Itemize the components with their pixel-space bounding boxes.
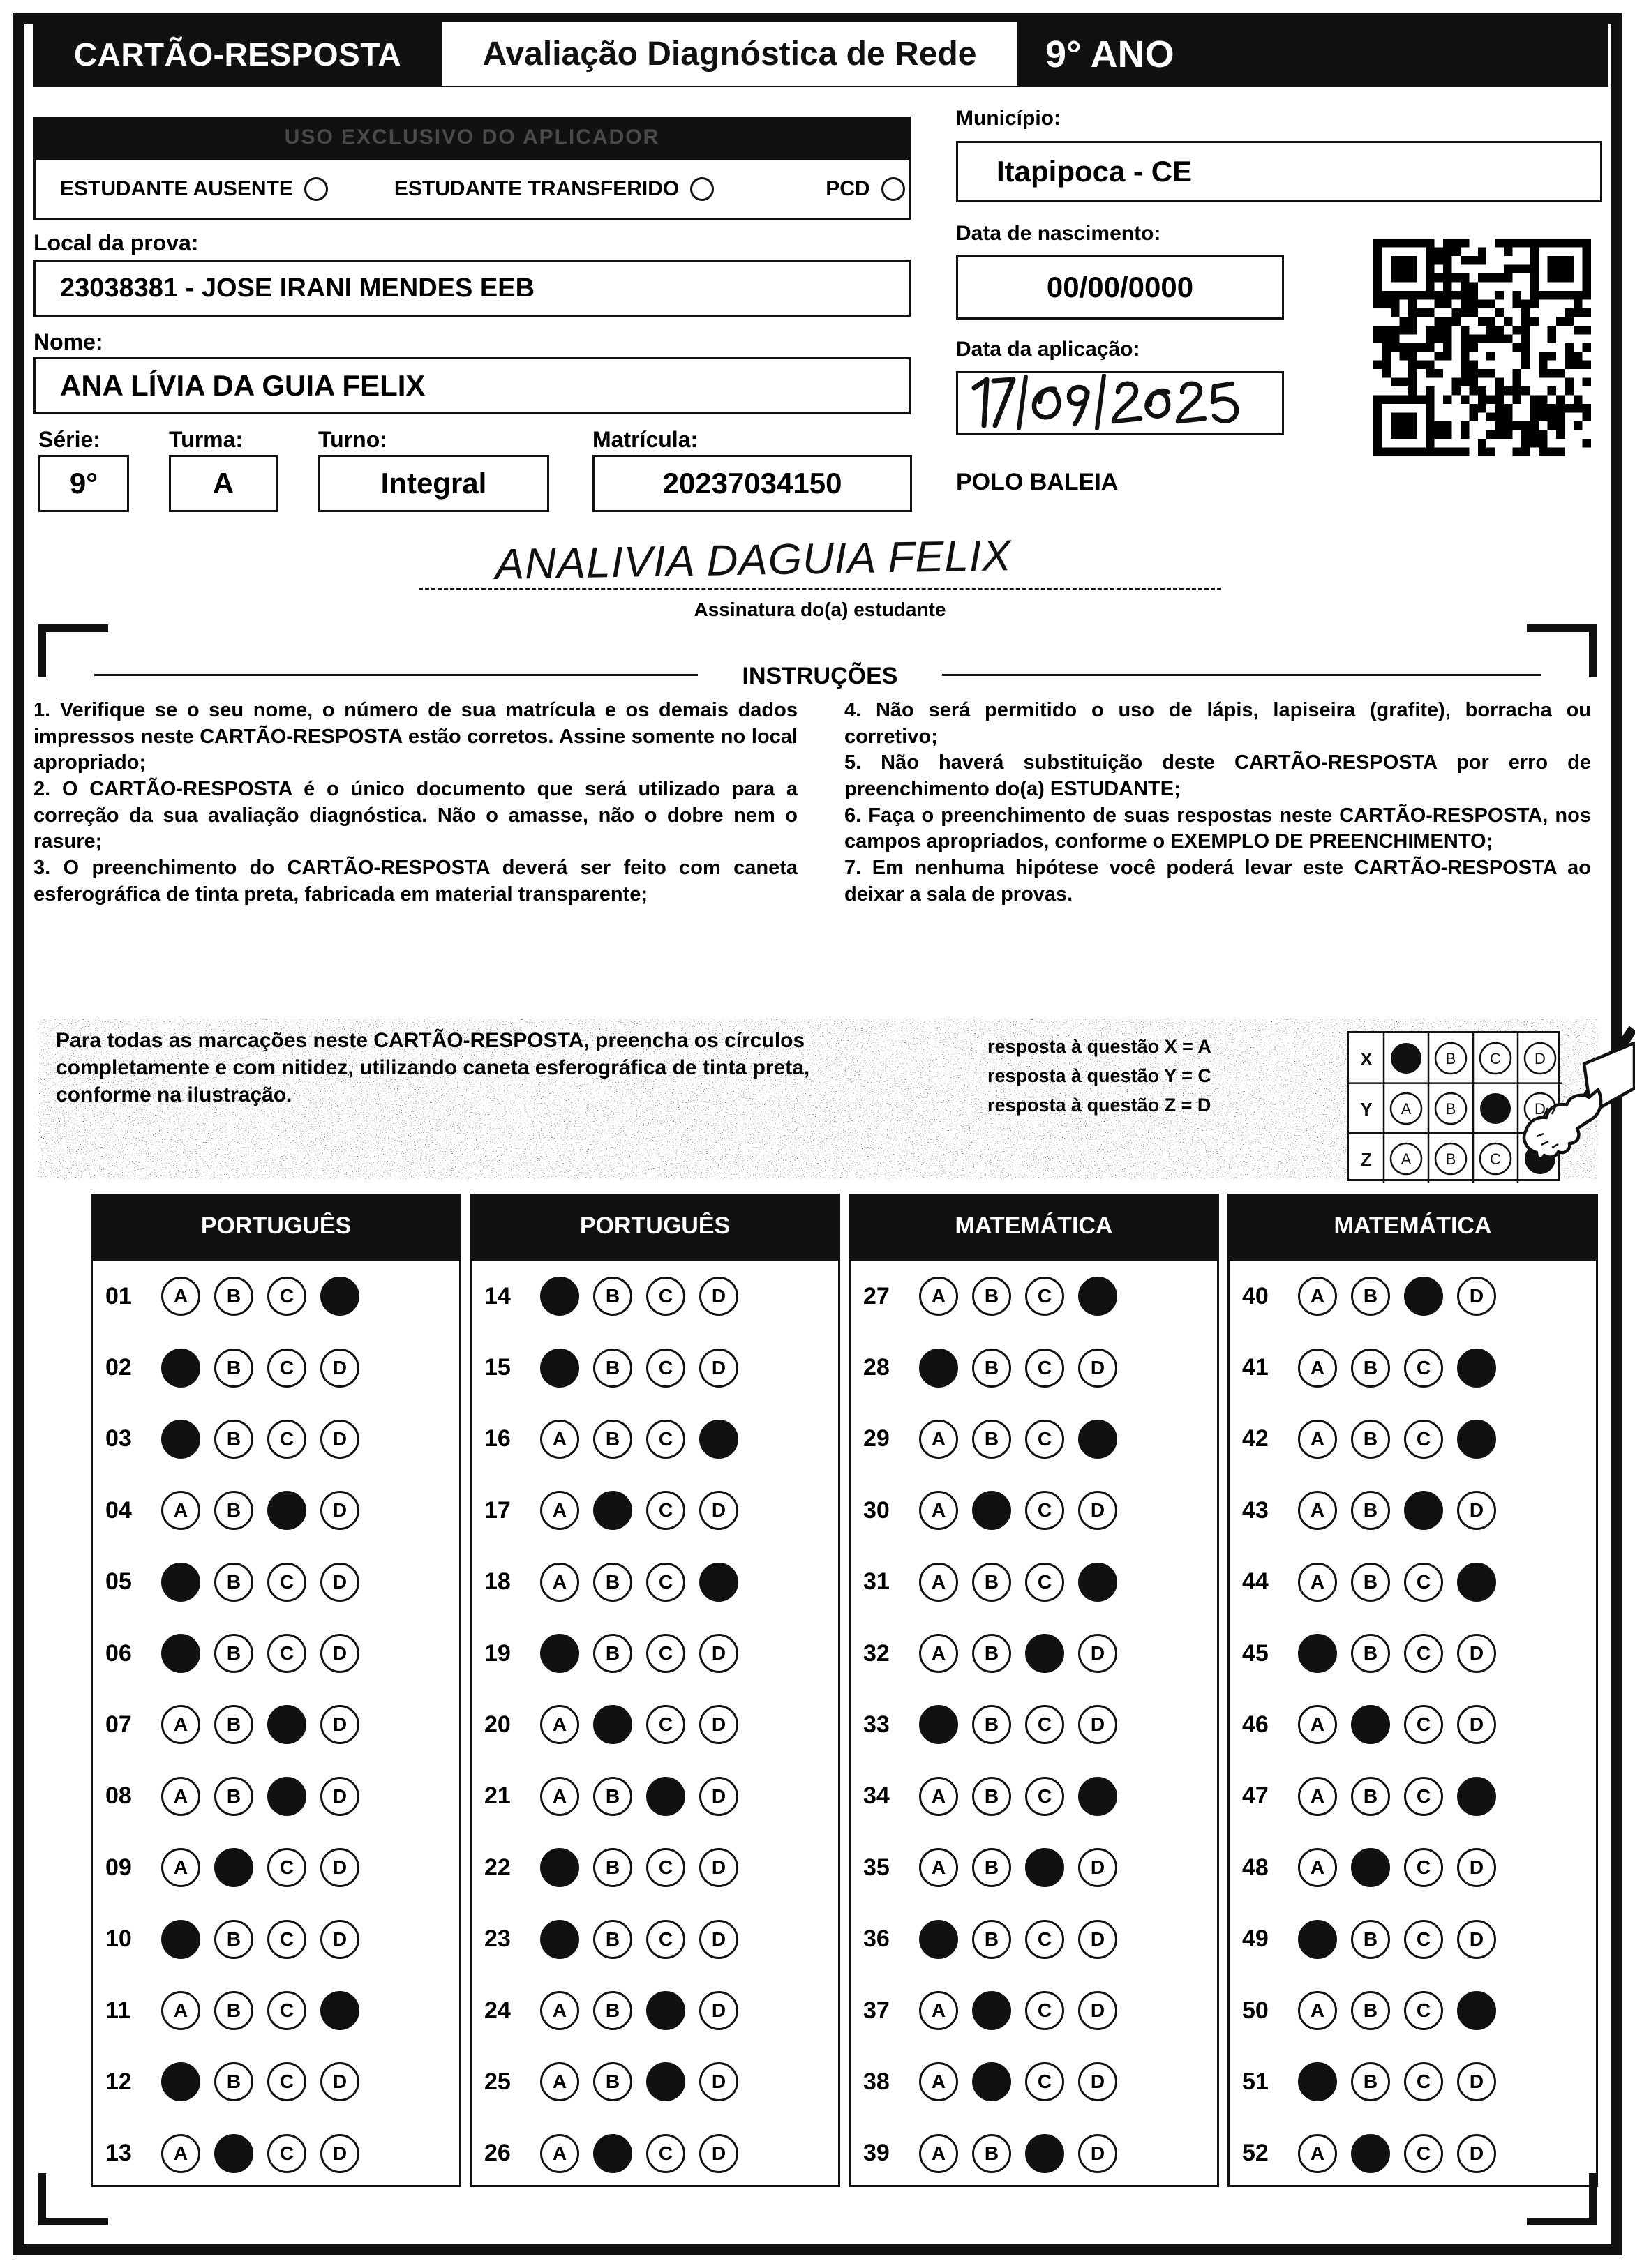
svg-text:Z: Z [1361,1149,1372,1170]
svg-text:Y: Y [1360,1099,1372,1120]
svg-text:B: B [1446,1050,1456,1067]
svg-text:C: C [1490,1150,1501,1168]
svg-text:B: B [1446,1150,1456,1168]
svg-text:ANALIVIA DAGUIA FELIX: ANALIVIA DAGUIA FELIX [492,532,1013,589]
svg-text:C: C [1490,1050,1501,1067]
svg-text:X: X [1360,1049,1373,1069]
svg-text:A: A [1401,1100,1412,1118]
svg-text:B: B [1446,1100,1456,1118]
svg-text:A: A [1401,1150,1412,1168]
